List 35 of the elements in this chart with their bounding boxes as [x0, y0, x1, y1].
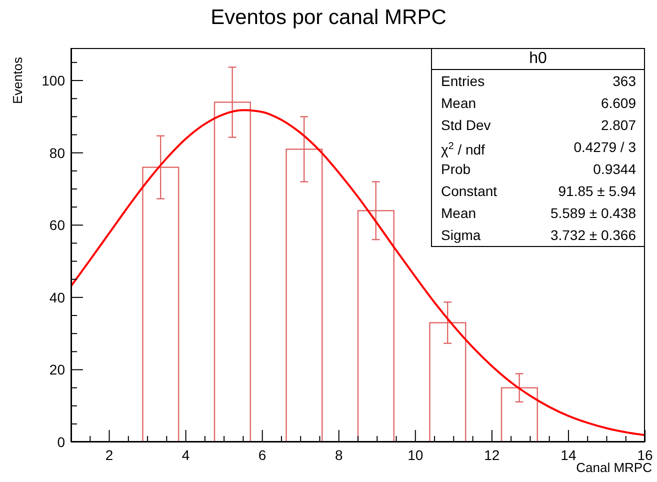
y-tick-label: 100 [42, 72, 66, 89]
annotation: χ$^{2}$ / ndf [441, 141, 485, 158]
chart-title: Eventos por canal MRPC [210, 6, 448, 30]
y-tick-label: 40 [49, 289, 66, 306]
x-tick-label: 2 [105, 447, 114, 463]
annotation: Sigma [441, 227, 481, 243]
annotation: Entries [441, 73, 485, 89]
y-tick-label: 80 [49, 144, 66, 161]
x-tick-label: 8 [334, 447, 343, 463]
y-tick-label: 20 [49, 362, 66, 378]
x-tick-label: 14 [560, 447, 576, 463]
annotation: Mean [441, 205, 476, 221]
annotation: h0 [432, 49, 644, 70]
annotation: Constant [441, 183, 498, 199]
annotation: Std Dev [441, 117, 491, 133]
x-tick-label: 4 [182, 447, 190, 463]
y-tick-label: 60 [49, 217, 66, 234]
x-tick-label: 10 [408, 447, 424, 463]
line-series [71, 109, 645, 436]
y-tick-label: 0 [57, 434, 66, 450]
annotation: 3.732 ± 0.366 [550, 226, 636, 245]
y-axis-title: Eventos [10, 57, 25, 104]
x-tick-label: 6 [258, 447, 266, 463]
annotation: 5.589 ± 0.438 [550, 204, 636, 223]
x-tick-label: 16 [637, 447, 653, 463]
annotation: 363 [612, 72, 636, 91]
x-axis-title: Canal MRPC [576, 460, 652, 475]
annotation: 0.9344 [593, 160, 636, 179]
annotation: 0.4279 / 3 [574, 138, 636, 157]
annotation: Prob [441, 161, 471, 177]
annotation: 2.807 [600, 116, 636, 135]
annotation: 91.85 ± 5.94 [558, 182, 636, 201]
annotation: 6.609 [600, 94, 636, 113]
annotation: Mean [441, 95, 476, 111]
x-tick-label: 12 [484, 447, 500, 463]
